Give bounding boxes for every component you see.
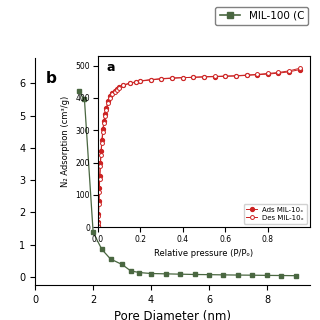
Des MIL-10ₓ — [191, 76, 195, 79]
Des MIL-10ₓ — [213, 75, 217, 78]
Des MIL-10ₓ — [287, 69, 291, 73]
Ads MIL-10ₓ — [121, 83, 125, 87]
Ads MIL-10ₓ — [191, 76, 195, 79]
Des MIL-10ₓ — [255, 73, 259, 76]
Ads MIL-10ₓ — [202, 75, 206, 79]
Des MIL-10ₓ — [121, 84, 125, 87]
Ads MIL-10ₓ — [99, 149, 103, 153]
Ads MIL-10ₓ — [96, 220, 100, 224]
Ads MIL-10ₓ — [115, 87, 119, 91]
Des MIL-10ₓ — [102, 121, 106, 125]
Des MIL-10ₓ — [101, 130, 105, 134]
Ads MIL-10ₓ — [108, 94, 112, 98]
Ads MIL-10ₓ — [101, 127, 105, 131]
Ads MIL-10ₓ — [223, 75, 227, 78]
Y-axis label: N₂ Adsorption (cm³/g): N₂ Adsorption (cm³/g) — [61, 96, 70, 187]
Des MIL-10ₓ — [99, 164, 102, 168]
Ads MIL-10ₓ — [287, 70, 291, 74]
Des MIL-10ₓ — [234, 74, 238, 78]
Ads MIL-10ₓ — [181, 76, 185, 80]
Ads MIL-10ₓ — [98, 173, 102, 177]
Des MIL-10ₓ — [170, 76, 174, 80]
Des MIL-10ₓ — [111, 92, 115, 96]
Ads MIL-10ₓ — [170, 76, 174, 80]
Des MIL-10ₓ — [98, 177, 102, 181]
Ads MIL-10ₓ — [100, 138, 104, 142]
Ads MIL-10ₓ — [128, 81, 132, 85]
Des MIL-10ₓ — [99, 153, 103, 156]
Ads MIL-10ₓ — [117, 85, 121, 89]
Text: a: a — [106, 61, 115, 74]
X-axis label: Relative pressure (P/Pₒ): Relative pressure (P/Pₒ) — [155, 249, 253, 258]
Ads MIL-10ₓ — [99, 161, 102, 164]
Ads MIL-10ₓ — [97, 199, 101, 203]
Ads MIL-10ₓ — [149, 78, 153, 82]
Des MIL-10ₓ — [100, 141, 104, 145]
Des MIL-10ₓ — [223, 74, 227, 78]
Ads MIL-10ₓ — [97, 187, 101, 190]
Des MIL-10ₓ — [103, 114, 107, 118]
Des MIL-10ₓ — [108, 96, 112, 100]
Des MIL-10ₓ — [134, 80, 138, 84]
Des MIL-10ₓ — [181, 76, 185, 80]
Ads MIL-10ₓ — [97, 212, 100, 216]
Ads MIL-10ₓ — [138, 79, 142, 83]
Ads MIL-10ₓ — [244, 74, 248, 77]
Des MIL-10ₓ — [202, 75, 206, 79]
Legend: Ads MIL-10ₓ, Des MIL-10ₓ: Ads MIL-10ₓ, Des MIL-10ₓ — [244, 204, 307, 224]
Ads MIL-10ₓ — [96, 224, 100, 228]
Des MIL-10ₓ — [104, 108, 108, 112]
Des MIL-10ₓ — [96, 224, 100, 228]
Ads MIL-10ₓ — [96, 225, 100, 228]
Text: b: b — [46, 71, 57, 86]
Ads MIL-10ₓ — [103, 112, 107, 116]
Ads MIL-10ₓ — [113, 89, 116, 93]
Ads MIL-10ₓ — [111, 91, 115, 95]
X-axis label: Pore Diameter (nm): Pore Diameter (nm) — [114, 310, 231, 320]
Des MIL-10ₓ — [138, 79, 142, 83]
Ads MIL-10ₓ — [134, 80, 138, 84]
Des MIL-10ₓ — [97, 190, 101, 194]
Des MIL-10ₓ — [106, 101, 110, 105]
Line: Des MIL-10ₓ: Des MIL-10ₓ — [96, 66, 302, 228]
Ads MIL-10ₓ — [106, 99, 110, 103]
Ads MIL-10ₓ — [213, 75, 217, 79]
Line: Ads MIL-10ₓ: Ads MIL-10ₓ — [96, 68, 302, 228]
Ads MIL-10ₓ — [266, 72, 270, 76]
Des MIL-10ₓ — [117, 86, 121, 90]
Ads MIL-10ₓ — [104, 107, 108, 110]
Des MIL-10ₓ — [115, 88, 119, 92]
Des MIL-10ₓ — [244, 73, 248, 77]
Des MIL-10ₓ — [113, 90, 116, 93]
Ads MIL-10ₓ — [298, 68, 302, 71]
Des MIL-10ₓ — [96, 221, 100, 225]
Ads MIL-10ₓ — [276, 71, 280, 75]
Des MIL-10ₓ — [276, 70, 280, 74]
Ads MIL-10ₓ — [234, 74, 238, 78]
Des MIL-10ₓ — [149, 78, 153, 82]
Ads MIL-10ₓ — [102, 119, 106, 123]
Des MIL-10ₓ — [160, 77, 164, 81]
Des MIL-10ₓ — [298, 66, 302, 70]
Legend: MIL-100 (C: MIL-100 (C — [215, 7, 308, 25]
Des MIL-10ₓ — [266, 72, 270, 76]
Des MIL-10ₓ — [97, 202, 101, 206]
Des MIL-10ₓ — [96, 225, 100, 228]
Des MIL-10ₓ — [97, 214, 100, 218]
Ads MIL-10ₓ — [160, 77, 164, 81]
Des MIL-10ₓ — [128, 82, 132, 85]
Ads MIL-10ₓ — [255, 73, 259, 77]
